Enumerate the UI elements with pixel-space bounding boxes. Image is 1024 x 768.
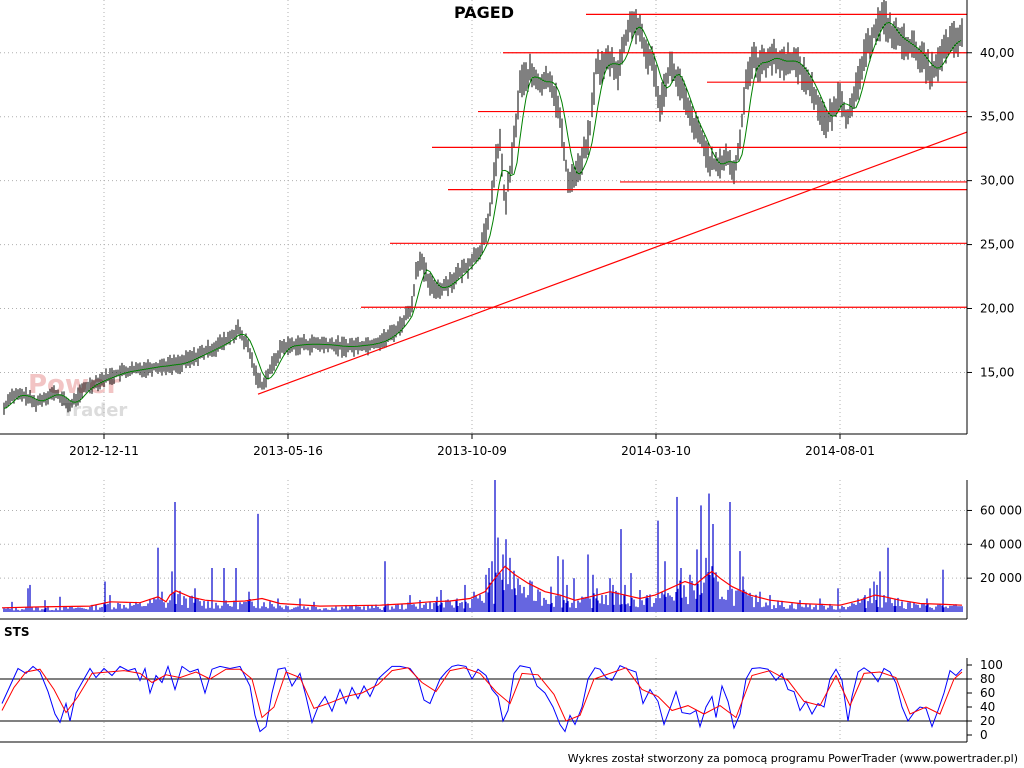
sts-y-tick-label: 40: [980, 700, 995, 714]
sts-d-line: [1, 667, 963, 722]
sts-y-tick-label: 0: [980, 728, 988, 742]
sts-y-tick-label: 20: [980, 714, 995, 728]
horizontal-levels: [361, 13, 967, 308]
price-x-tick-label: 2014-03-10: [621, 444, 691, 458]
sts-y-tick-label: 60: [980, 686, 995, 700]
sts-y-tick-label: 80: [980, 672, 995, 686]
price-x-tick-label: 2014-08-01: [805, 444, 875, 458]
price-x-tick-label: 2012-12-11: [69, 444, 139, 458]
price-y-tick-label: 25,00: [980, 238, 1014, 252]
sts-k-line: [1, 664, 963, 733]
price-y-tick-label: 35,00: [980, 110, 1014, 124]
price-x-tick-label: 2013-05-16: [253, 444, 323, 458]
price-y-ticks: 15,00 20,00 25,00 30,00 35,00 40,00: [967, 46, 1014, 379]
footer-credit: Wykres został stworzony za pomocą progra…: [568, 752, 1018, 765]
price-y-tick-label: 15,00: [980, 365, 1014, 379]
price-x-ticks: 2012-12-11 2013-05-16 2013-10-09 2014-03-10…: [69, 434, 875, 458]
price-y-tick-label: 30,00: [980, 174, 1014, 188]
price-panel: 15,00 20,00 25,00 30,00 35,00 40,00 2012-12-1…: [0, 0, 1014, 458]
volume-moving-average-line: [1, 565, 963, 609]
volume-bars: [3, 480, 963, 612]
volume-panel: 20 000 40 000 60 000: [0, 480, 1022, 620]
price-y-tick-label: 40,00: [980, 46, 1014, 60]
price-y-tick-label: 20,00: [980, 302, 1014, 316]
sts-panel-label: STS: [4, 625, 29, 639]
price-x-tick-label: 2013-10-09: [437, 444, 507, 458]
volume-y-tick-label: 60 000: [980, 503, 1022, 517]
sts-y-tick-label: 100: [980, 658, 1003, 672]
volume-y-tick-label: 40 000: [980, 537, 1022, 551]
volume-y-tick-label: 20 000: [980, 571, 1022, 585]
sts-reference-lines: [0, 678, 967, 722]
volume-y-ticks: 20 000 40 000 60 000: [967, 503, 1022, 585]
chart-title: PAGED: [454, 3, 514, 22]
price-moving-average-line: [3, 21, 962, 409]
trendline: [257, 131, 968, 395]
